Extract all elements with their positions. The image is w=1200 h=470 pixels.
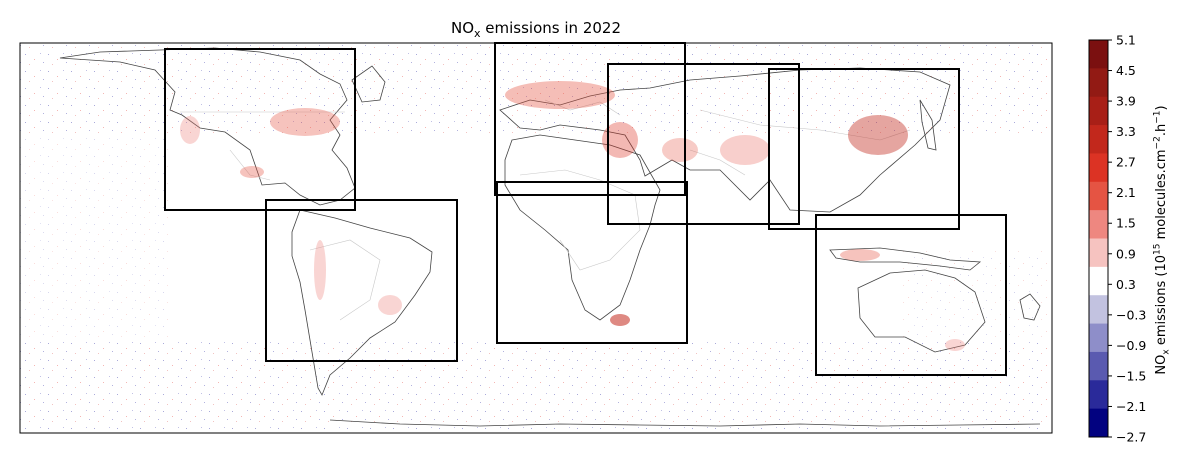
colorbar-bin xyxy=(1089,40,1108,69)
colorbar-bin xyxy=(1089,351,1108,381)
colorbar-bin xyxy=(1089,210,1108,239)
coast-indonesia xyxy=(829,247,982,271)
colorbar-tick-label: 2.1 xyxy=(1116,185,1136,200)
coast-africa xyxy=(504,134,661,321)
noise-south xyxy=(20,340,1052,433)
colorbar-bin xyxy=(1089,181,1108,211)
colorbar-tick-label: −0.9 xyxy=(1116,338,1146,353)
colorbar-bin xyxy=(1089,295,1108,325)
region-box-oceania xyxy=(815,214,1007,376)
colorbar-tick-label: 2.7 xyxy=(1116,155,1136,170)
region-box-middle-east-india xyxy=(607,63,800,225)
noise-west xyxy=(20,138,170,340)
map-panel xyxy=(20,43,1052,433)
map-title: NOx emissions in 2022 xyxy=(450,19,621,40)
map-frame xyxy=(19,42,1053,434)
colorbar-tick-label: 5.1 xyxy=(1116,33,1136,48)
coast-new-zealand xyxy=(1019,293,1041,321)
emission-hotspots xyxy=(180,81,965,351)
country-borders xyxy=(180,99,911,321)
colorbar-tick-label: −1.5 xyxy=(1116,368,1146,383)
region-box-north-america xyxy=(164,48,356,211)
colorbar-tick-label: 0.3 xyxy=(1116,277,1136,292)
colorbar-tick-label: 3.3 xyxy=(1116,124,1136,139)
region-box-africa xyxy=(496,181,688,344)
colorbar-label: NOx emissions (1015 molecules.cm−2.h−1) xyxy=(1152,105,1172,375)
coast-greenland xyxy=(351,65,386,103)
coastlines xyxy=(59,47,1041,427)
colorbar-tick-label: 3.9 xyxy=(1116,94,1136,109)
colorbar-bin xyxy=(1089,408,1108,438)
region-box-east-asia xyxy=(768,68,960,230)
colorbar-bin xyxy=(1089,68,1108,98)
colorbar-tick-label: −0.3 xyxy=(1116,307,1146,322)
colorbar-frame xyxy=(1088,39,1109,438)
colorbar: 5.1 4.5 3.9 3.3 2.7 2.1 1.5 0.9 0.3 −0.3 −0.9 −1.5 −… xyxy=(1088,33,1146,445)
coast-antarctica xyxy=(329,419,1041,427)
colorbar-bin xyxy=(1089,96,1108,126)
coast-north-america xyxy=(59,47,356,206)
colorbar-bin xyxy=(1089,323,1108,353)
colorbar-tick-label: −2.1 xyxy=(1116,399,1146,414)
colorbar-bin xyxy=(1089,238,1108,268)
coast-australia xyxy=(857,269,986,353)
colorbar-tick-label: 1.5 xyxy=(1116,216,1136,231)
colorbar-tick-label: 0.9 xyxy=(1116,246,1136,261)
coast-south-america xyxy=(291,209,433,396)
colorbar-bin xyxy=(1089,266,1108,296)
colorbar-bin xyxy=(1089,125,1108,154)
coast-japan xyxy=(919,99,937,151)
coast-eurasia xyxy=(499,67,951,213)
colorbar-bin xyxy=(1089,153,1108,183)
colorbar-tick-label: −2.7 xyxy=(1116,430,1146,445)
colorbar-tick-label: 4.5 xyxy=(1116,63,1136,78)
region-box-south-america xyxy=(265,199,458,362)
colorbar-bin xyxy=(1089,380,1108,410)
